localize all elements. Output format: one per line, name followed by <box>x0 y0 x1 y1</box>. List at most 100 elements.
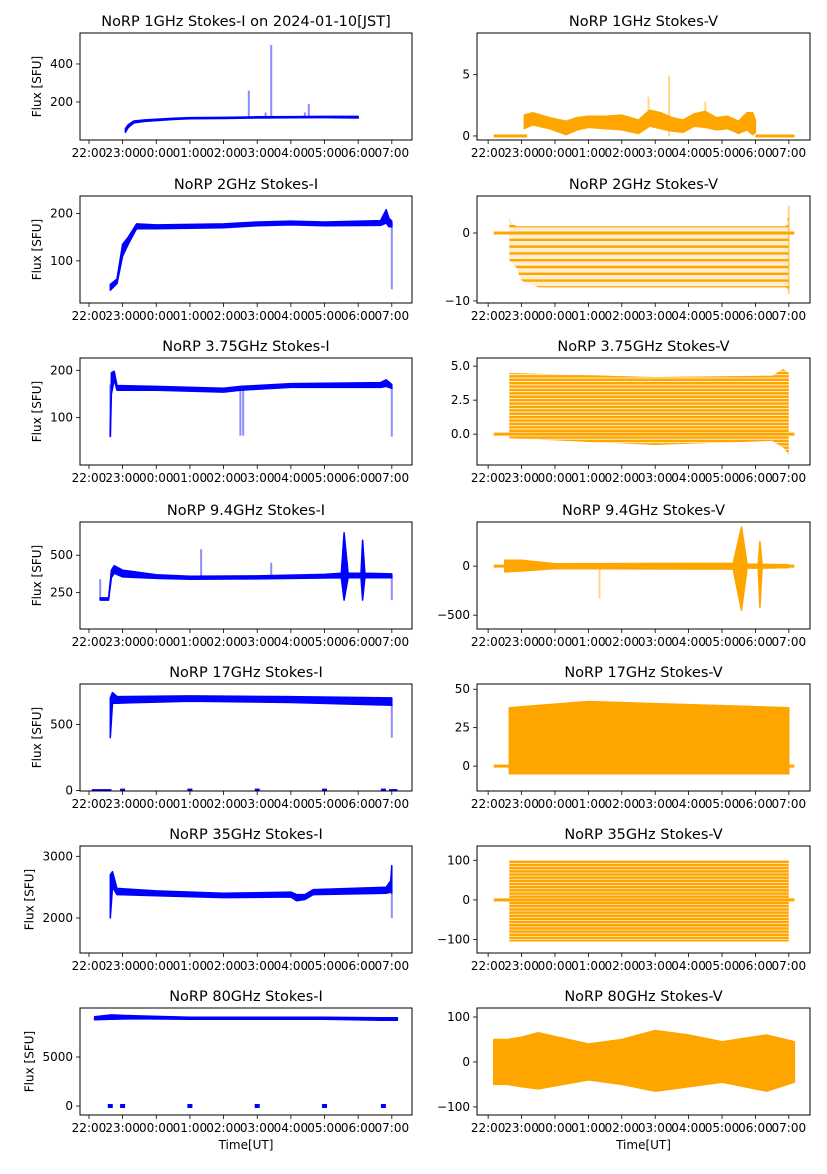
x-tick-label: 03:00 <box>638 959 673 973</box>
subplot-title: NoRP 17GHz Stokes-I <box>169 665 323 681</box>
x-tick-label: 06:00 <box>341 146 376 160</box>
x-tick-label: 05:00 <box>705 959 740 973</box>
x-tick-label: 22:00 <box>471 635 506 649</box>
data-band <box>523 109 757 136</box>
subplot-10: 22:0023:0000:0001:0002:0003:0004:0005:00… <box>455 665 811 811</box>
y-tick-label: 250 <box>50 586 73 600</box>
x-tick-label: 23:00 <box>105 959 140 973</box>
x-tick-label: 04:00 <box>671 797 706 811</box>
x-tick-label: 07:00 <box>772 309 807 323</box>
axes-frame <box>476 1007 811 1116</box>
x-tick-label: 04:00 <box>274 309 309 323</box>
x-tick-label: 02:00 <box>206 959 241 973</box>
x-tick-label: 23:00 <box>105 1121 140 1135</box>
x-tick-label: 02:00 <box>206 635 241 649</box>
x-tick-label: 23:00 <box>504 635 539 649</box>
y-axis-label: Flux [SFU] <box>23 1031 37 1092</box>
axes-frame <box>476 683 811 792</box>
x-tick-label: 23:00 <box>504 309 539 323</box>
axes-frame <box>79 357 413 466</box>
subplot-2: 22:0023:0000:0001:0002:0003:0004:0005:00… <box>462 14 811 160</box>
x-tick-label: 23:00 <box>504 959 539 973</box>
y-tick-label: 0 <box>462 759 470 773</box>
data-band <box>93 1014 399 1022</box>
x-axis-label: Time[UT] <box>218 1138 274 1152</box>
x-tick-label: 01:00 <box>173 471 208 485</box>
axes-frame <box>79 1007 413 1116</box>
subplot-6: 22:0023:0000:0001:0002:0003:0004:0005:00… <box>451 339 811 485</box>
y-tick-label: 100 <box>447 1010 470 1024</box>
axes-frame <box>79 195 413 304</box>
x-tick-label: 03:00 <box>240 635 275 649</box>
plot-area <box>93 1014 399 1109</box>
x-tick-label: 01:00 <box>173 146 208 160</box>
x-tick-label: 07:00 <box>772 797 807 811</box>
x-tick-label: 22:00 <box>72 309 107 323</box>
data-band <box>124 115 359 134</box>
x-tick-label: 07:00 <box>772 959 807 973</box>
x-tick-label: 04:00 <box>671 635 706 649</box>
data-band <box>504 526 790 612</box>
x-tick-label: 05:00 <box>705 146 740 160</box>
plot-area <box>109 208 393 291</box>
x-tick-label: 06:00 <box>738 146 773 160</box>
x-tick-label: 00:00 <box>538 309 573 323</box>
x-tick-label: 04:00 <box>274 471 309 485</box>
x-tick-label: 06:00 <box>341 471 376 485</box>
x-tick-label: 01:00 <box>571 1121 606 1135</box>
x-tick-label: 05:00 <box>705 635 740 649</box>
data-band <box>508 700 790 775</box>
x-tick-label: 06:00 <box>341 797 376 811</box>
data-zero-segment <box>493 231 795 235</box>
x-tick-label: 01:00 <box>571 309 606 323</box>
plot-area <box>493 205 795 295</box>
x-tick-label: 01:00 <box>173 635 208 649</box>
x-tick-label: 00:00 <box>139 635 174 649</box>
plot-area <box>109 370 393 438</box>
y-tick-label: 0 <box>462 559 470 573</box>
x-tick-label: 01:00 <box>173 797 208 811</box>
subplot-title: NoRP 35GHz Stokes-I <box>169 827 323 843</box>
x-tick-label: 23:00 <box>504 1121 539 1135</box>
x-tick-label: 07:00 <box>375 146 410 160</box>
x-tick-label: 22:00 <box>72 471 107 485</box>
y-tick-label: −500 <box>437 608 470 622</box>
plot-area <box>493 700 795 775</box>
x-tick-label: 06:00 <box>738 959 773 973</box>
x-tick-label: 06:00 <box>738 471 773 485</box>
x-tick-label: 01:00 <box>571 471 606 485</box>
x-tick-label: 03:00 <box>638 471 673 485</box>
x-tick-label: 07:00 <box>375 797 410 811</box>
subplot-4: 22:0023:0000:0001:0002:0003:0004:0005:00… <box>445 177 811 323</box>
x-tick-label: 22:00 <box>72 797 107 811</box>
subplot-title: NoRP 3.75GHz Stokes-V <box>557 339 729 355</box>
x-tick-label: 06:00 <box>341 635 376 649</box>
data-band <box>99 532 393 601</box>
x-tick-label: 07:00 <box>772 1121 807 1135</box>
y-tick-label: 2000 <box>42 911 73 925</box>
axes-frame <box>476 357 811 466</box>
x-tick-label: 05:00 <box>307 635 342 649</box>
x-tick-label: 00:00 <box>538 471 573 485</box>
data-zero-segment <box>389 789 398 791</box>
subplot-13: 22:00 23:00 00:00 01:00 02:00 03:00 04:00 05:00… <box>23 989 413 1152</box>
x-tick-label: 04:00 <box>671 1121 706 1135</box>
x-tick-label: 00:00 <box>139 797 174 811</box>
x-tick-label: 23:00 <box>105 146 140 160</box>
subplot-title: NoRP 35GHz Stokes-V <box>564 827 722 843</box>
y-tick-label: 100 <box>50 254 73 268</box>
x-tick-label: 02:00 <box>604 471 639 485</box>
x-tick-label: 22:00 <box>471 146 506 160</box>
plot-area <box>109 864 393 919</box>
data-zero-marker <box>254 788 260 791</box>
x-tick-label: 03:00 <box>638 1121 673 1135</box>
data-zero-marker <box>107 1104 113 1109</box>
x-tick-label: 02:00 <box>206 471 241 485</box>
subplot-5: 22:00 23:00 00:00 01:00 02:00 03:00 04:00 05:00… <box>30 339 413 485</box>
data-zero-marker <box>254 1104 260 1109</box>
plot-area <box>91 691 398 791</box>
x-tick-label: 05:00 <box>307 471 342 485</box>
x-tick-label: 00:00 <box>538 146 573 160</box>
y-axis-label: Flux [SFU] <box>30 381 44 442</box>
x-tick-label: 22:00 <box>471 471 506 485</box>
